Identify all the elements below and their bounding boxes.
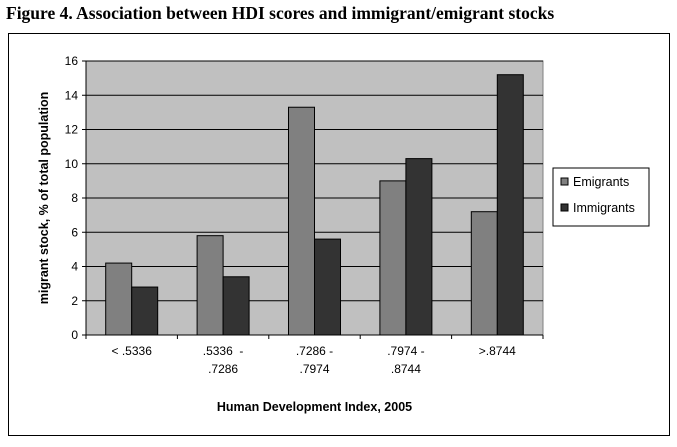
bar-immigrants-1 — [222, 276, 250, 336]
x-tick-label: .7286 - — [296, 344, 333, 358]
y-tick-label: 8 — [71, 191, 78, 205]
x-tick-label: .7286 — [208, 362, 238, 376]
y-tick-label: 16 — [65, 54, 79, 68]
y-tick-label: 4 — [71, 260, 78, 274]
bar-emigrants-4 — [470, 211, 498, 336]
x-tick-label: < .5336 — [112, 344, 153, 358]
x-axis-label: Human Development Index, 2005 — [217, 400, 412, 414]
bar-chart: 0 2 4 6 8 10 12 14 16 < .5336 .5336 - .7286 .7286 -… — [37, 54, 650, 414]
x-tick-labels: < .5336 .5336 - .7286 .7286 - .7974 .7974 - .8… — [112, 344, 517, 376]
y-tick-label: 10 — [65, 157, 79, 171]
bar-immigrants-4 — [496, 74, 524, 336]
axes — [82, 60, 544, 339]
x-tick-label: .5336 - — [203, 344, 244, 358]
legend-box — [552, 167, 650, 227]
bar-emigrants-1 — [196, 235, 224, 336]
legend-label-emigrants: Emigrants — [573, 175, 629, 189]
figure-title: Figure 4. Association between HDI scores… — [6, 3, 555, 23]
y-tick-labels: 0 2 4 6 8 10 12 14 16 — [65, 54, 79, 342]
y-tick-label: 0 — [71, 328, 78, 342]
bar-immigrants-3 — [405, 158, 433, 336]
x-tick-label: .7974 — [299, 362, 329, 376]
legend-label-immigrants: Immigrants — [573, 201, 635, 215]
x-tick-label: >.8744 — [479, 344, 516, 358]
legend: Emigrants Immigrants — [552, 167, 650, 227]
x-tick-label: .8744 — [391, 362, 421, 376]
bar-immigrants-2 — [314, 238, 341, 336]
bar-emigrants-3 — [379, 180, 407, 336]
y-tick-label: 14 — [65, 88, 79, 102]
bar-emigrants-2 — [288, 106, 315, 336]
x-tick-label: .7974 - — [387, 344, 424, 358]
legend-swatch-emigrants — [560, 177, 569, 186]
bar-immigrants-0 — [131, 286, 159, 336]
y-tick-label: 6 — [71, 225, 78, 239]
chart-frame: 0 2 4 6 8 10 12 14 16 < .5336 .5336 - .7286 .7286 -… — [8, 33, 670, 436]
y-tick-label: 2 — [71, 294, 78, 308]
legend-swatch-immigrants — [560, 203, 569, 212]
bars — [105, 74, 524, 336]
y-tick-label: 12 — [65, 123, 79, 137]
bar-emigrants-0 — [105, 262, 133, 336]
y-axis-label: migrant stock, % of total population — [37, 92, 51, 305]
